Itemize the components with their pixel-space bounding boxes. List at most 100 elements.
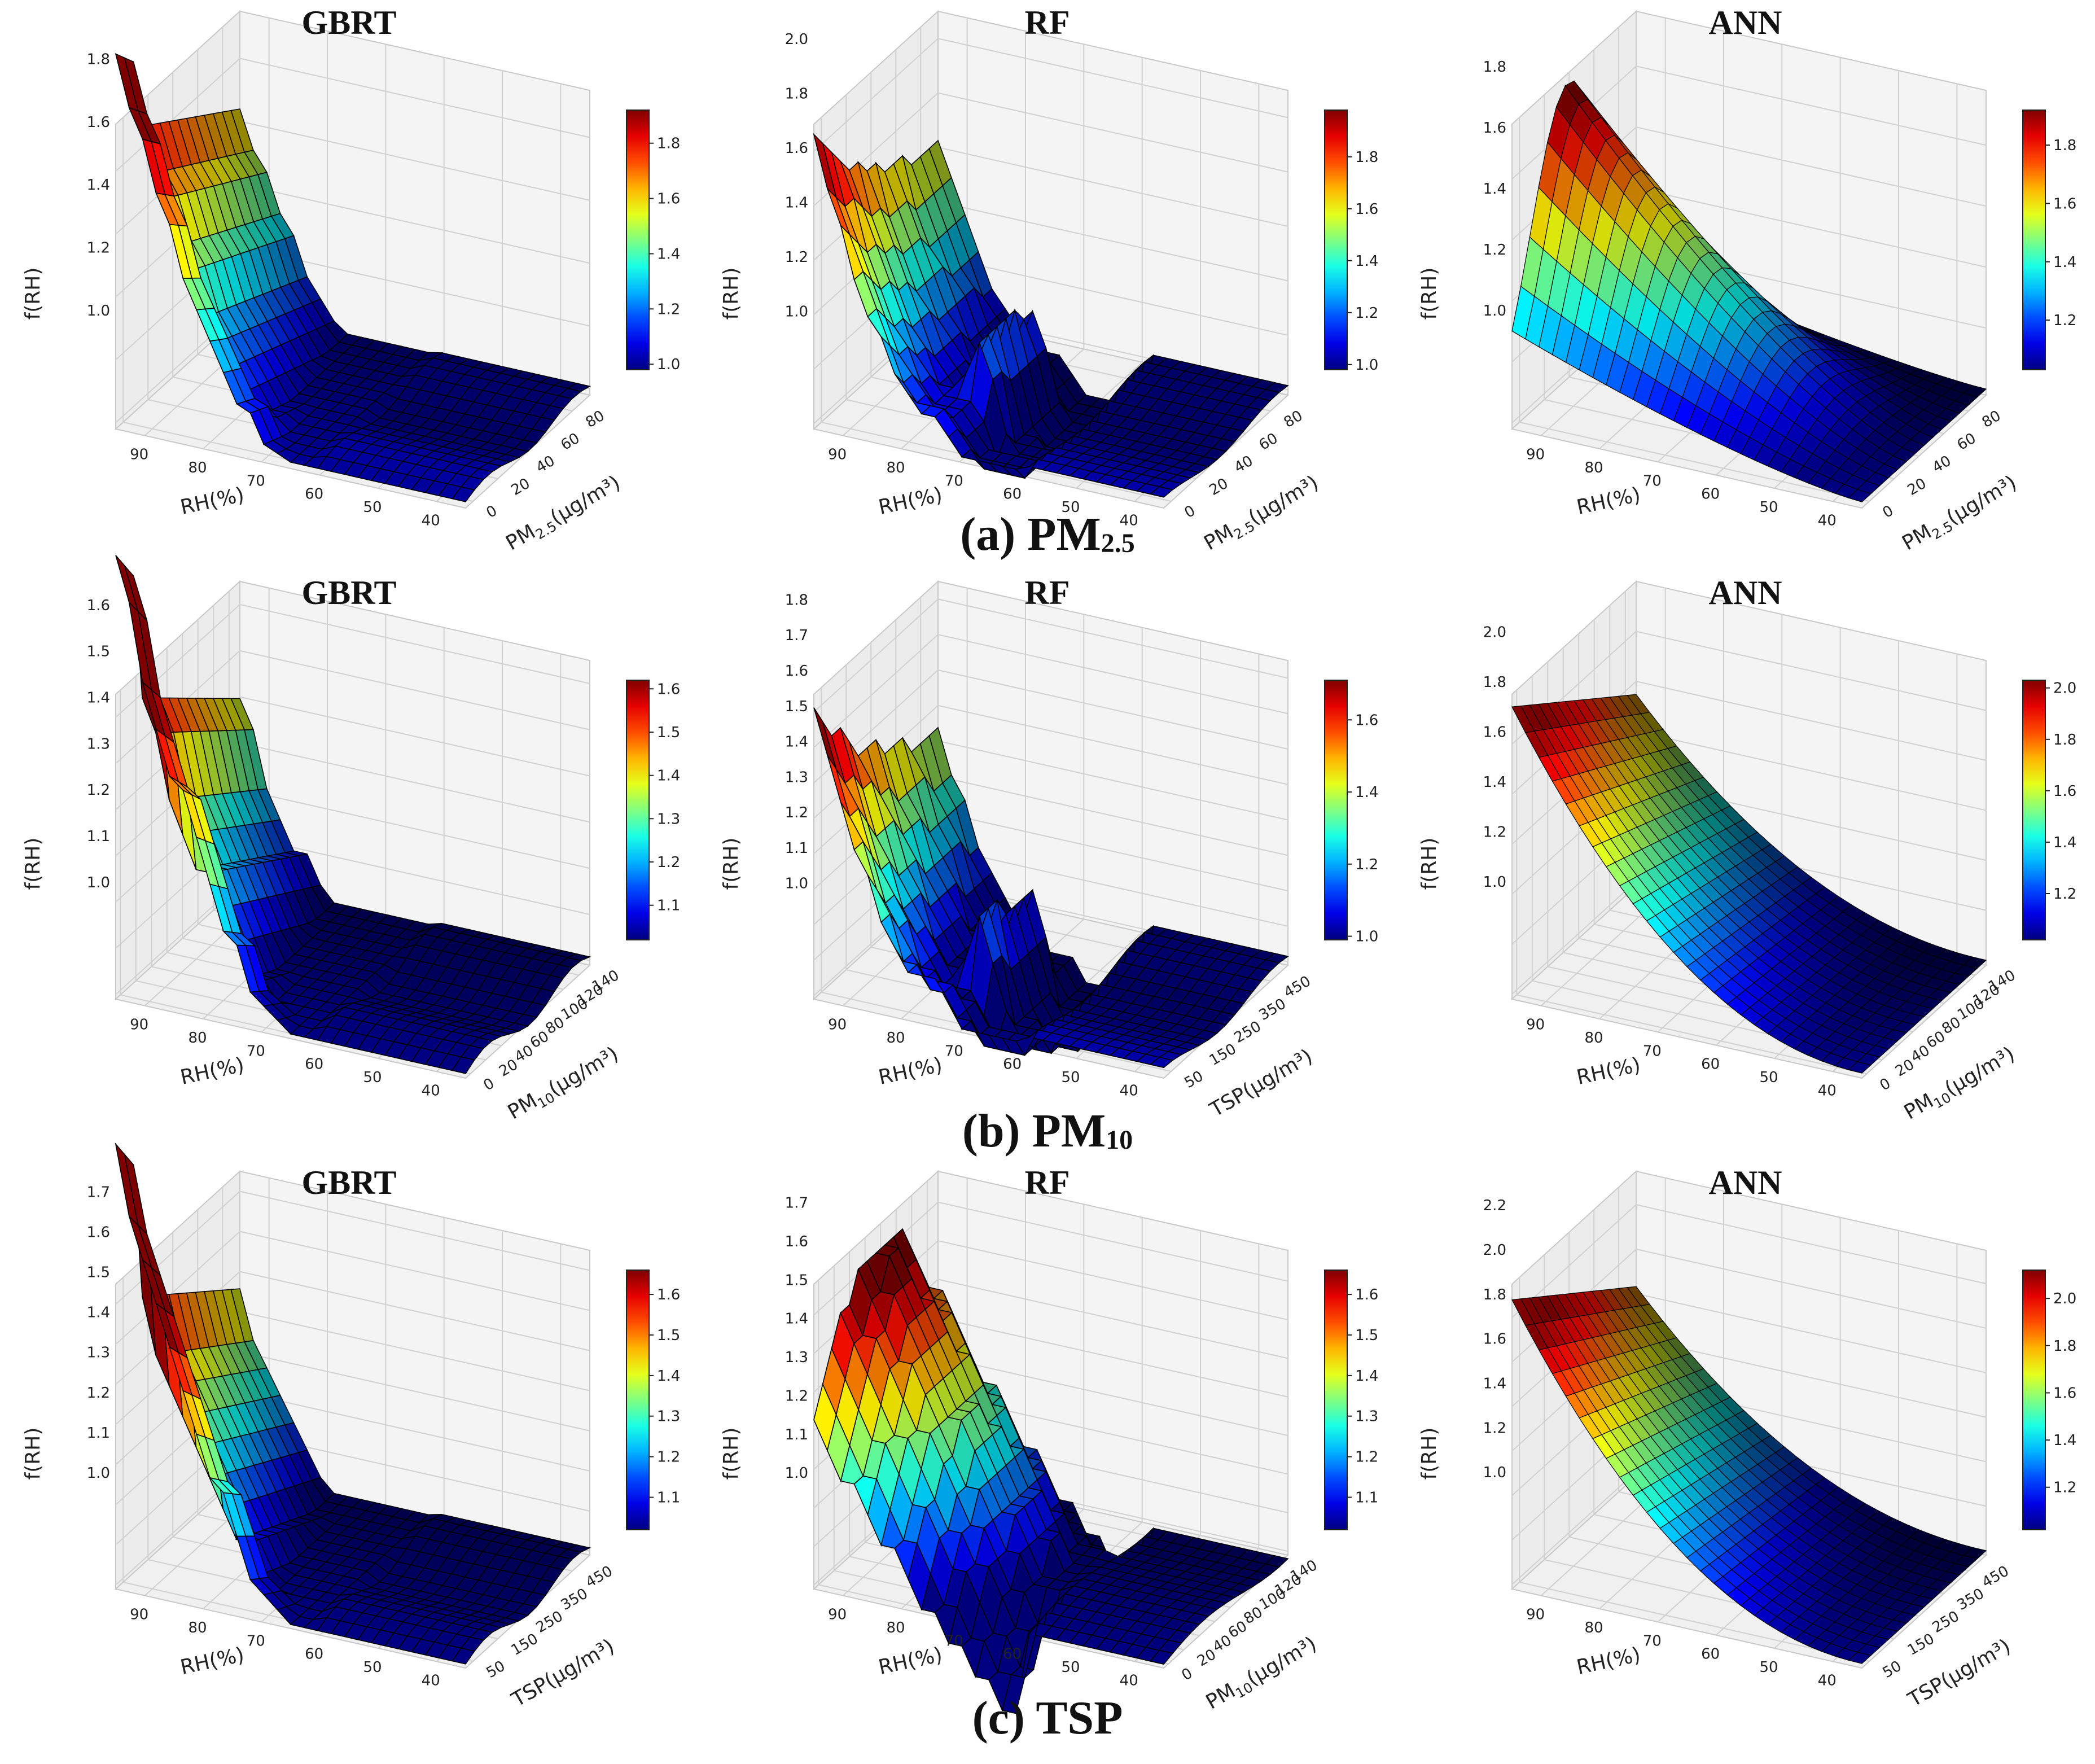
- panel-title: ANN: [1708, 574, 1782, 611]
- colorbar: 1.2 1.4 1.6 1.8: [2022, 110, 2076, 370]
- z-tick-label: 1.3: [87, 1345, 110, 1362]
- z-gridline: [813, 669, 1288, 783]
- z-axis-label: f(RH): [720, 838, 743, 890]
- y-label-unit: (μg/m³): [1941, 1043, 2019, 1101]
- z-tick-label: 1.5: [87, 644, 110, 660]
- x-axis-label: RH(%): [1575, 1643, 1642, 1679]
- x-tick-label: 70: [247, 1632, 265, 1649]
- colorbar-tick-label: 1.3: [657, 1408, 680, 1425]
- z-tick-label: 1.4: [785, 734, 808, 751]
- x-tick-label: 50: [363, 499, 382, 516]
- y-gridline: [1519, 1277, 1870, 1662]
- colorbar-gradient: [626, 1270, 650, 1530]
- z-tick-label: 1.3: [87, 736, 110, 752]
- x-tick-label: 40: [1120, 512, 1138, 529]
- surface-facet: [813, 1382, 837, 1452]
- x-tick-label: 40: [422, 1082, 440, 1099]
- x-tick-label: 40: [1818, 1082, 1837, 1099]
- colorbar: 1.0 1.2 1.4 1.6: [1324, 680, 1378, 946]
- z-tick-label: 1.5: [785, 698, 808, 715]
- panel-a-rf: 1.0 1.2 1.4 1.6 1.8 2.0 90 80 70 60 50 40 0 20 40 60 80 f…: [698, 0, 1396, 555]
- colorbar-gradient: [1324, 680, 1348, 940]
- z-tick-label: 1.1: [87, 828, 110, 845]
- z-gridline: [813, 38, 1288, 152]
- surface-facet: [115, 1143, 139, 1227]
- y-tick-label: 50: [1182, 1068, 1207, 1092]
- z-tick-label: 2.0: [1483, 624, 1506, 641]
- x-tick-label: 70: [945, 1632, 963, 1649]
- z-axis-label: f(RH): [21, 268, 45, 320]
- z-axis-label: f(RH): [1418, 1428, 1441, 1480]
- z-tick-label: 1.2: [785, 804, 808, 821]
- colorbar-tick-label: 1.6: [657, 1286, 680, 1303]
- y-tick-label: 40: [533, 453, 558, 477]
- z-tick-label: 1.1: [87, 1425, 110, 1442]
- x-tick-label: 60: [1003, 486, 1022, 503]
- y-tick-label: 450: [1281, 973, 1314, 1001]
- surface: [1511, 694, 1987, 1074]
- z-axis-label: f(RH): [1418, 838, 1441, 890]
- x-tick-label: 50: [363, 1659, 382, 1676]
- x-tick-label: 50: [1759, 1069, 1778, 1086]
- x-tick-label: 90: [828, 1607, 847, 1623]
- colorbar-tick-label: 1.4: [1355, 784, 1378, 801]
- x-tick-label: 50: [1759, 1659, 1778, 1676]
- z-tick-label: 1.6: [87, 114, 110, 131]
- x-axis-label: RH(%): [876, 1053, 944, 1089]
- colorbar-tick-label: 1.4: [2053, 254, 2076, 271]
- z-tick-label: 1.6: [785, 140, 808, 157]
- colorbar-tick-label: 1.4: [657, 1368, 680, 1385]
- colorbar-tick-label: 1.6: [2053, 1385, 2076, 1402]
- z-tick-label: 1.4: [87, 690, 110, 707]
- x-tick-label: 60: [305, 486, 323, 503]
- colorbar-tick-label: 1.6: [2053, 195, 2076, 212]
- colorbar-gradient: [626, 680, 650, 940]
- x-axis-label: RH(%): [178, 1643, 246, 1679]
- z-tick-label: 1.7: [785, 627, 808, 644]
- x-tick-label: 70: [1643, 1632, 1662, 1649]
- x-tick-label: 40: [1818, 512, 1837, 529]
- colorbar: 1.1 1.2 1.3 1.4 1.5 1.6: [626, 1270, 680, 1530]
- colorbar-tick-label: 1.0: [1355, 929, 1378, 946]
- x-tick-label: 40: [1120, 1082, 1138, 1099]
- panel-title: GBRT: [301, 1164, 397, 1201]
- x-axis-label: RH(%): [876, 1643, 944, 1679]
- surface: [813, 707, 1289, 1069]
- z-tick-label: 1.3: [785, 1349, 808, 1366]
- surface: [813, 1228, 1289, 1714]
- z-tick-label: 2.0: [1483, 1242, 1506, 1259]
- colorbar-tick-label: 1.6: [1355, 1286, 1378, 1303]
- colorbar: 1.1 1.2 1.3 1.4 1.5 1.6: [1324, 1270, 1378, 1530]
- colorbar-tick-label: 1.8: [2053, 137, 2076, 154]
- colorbar-tick-label: 1.6: [657, 681, 680, 698]
- z-tick-label: 1.6: [1483, 724, 1506, 741]
- colorbar-tick-label: 1.1: [1355, 1490, 1378, 1507]
- colorbar-tick-label: 1.5: [657, 1327, 680, 1344]
- z-tick-label: 1.5: [87, 1264, 110, 1281]
- x-tick-label: 70: [247, 472, 265, 489]
- x-tick-label: 80: [188, 1619, 207, 1636]
- row-caption-c: (c) TSP: [0, 1691, 2095, 1745]
- surface-facet: [1511, 286, 1535, 340]
- colorbar: 1.0 1.2 1.4 1.6 1.8: [1324, 110, 1378, 374]
- x-tick-label: 50: [1061, 499, 1080, 516]
- y-tick-label: 250: [1231, 1018, 1264, 1047]
- panel-c-rf: 1.0 1.1 1.2 1.3 1.4 1.5 1.6 1.7 90 80 70 60 50 40 0 20 4…: [698, 1160, 1396, 1714]
- z-tick-label: 1.0: [785, 876, 808, 892]
- x-tick-label: 60: [305, 1056, 323, 1073]
- x-tick-label: 40: [422, 512, 440, 529]
- x-tick-label: 70: [247, 1043, 265, 1060]
- z-axis-label: f(RH): [1418, 268, 1441, 320]
- x-tick-label: 80: [188, 459, 207, 476]
- z-tick-label: 1.4: [87, 1305, 110, 1321]
- panel-title: RF: [1024, 4, 1070, 41]
- x-tick-label: 90: [130, 1607, 148, 1623]
- z-tick-label: 1.2: [785, 1388, 808, 1405]
- y-tick-label: 350: [1256, 995, 1289, 1024]
- colorbar-tick-label: 1.0: [1355, 357, 1378, 374]
- colorbar-tick-label: 1.4: [2053, 1432, 2076, 1449]
- z-tick-label: 1.4: [785, 195, 808, 212]
- y-tick-label: 250: [533, 1608, 566, 1636]
